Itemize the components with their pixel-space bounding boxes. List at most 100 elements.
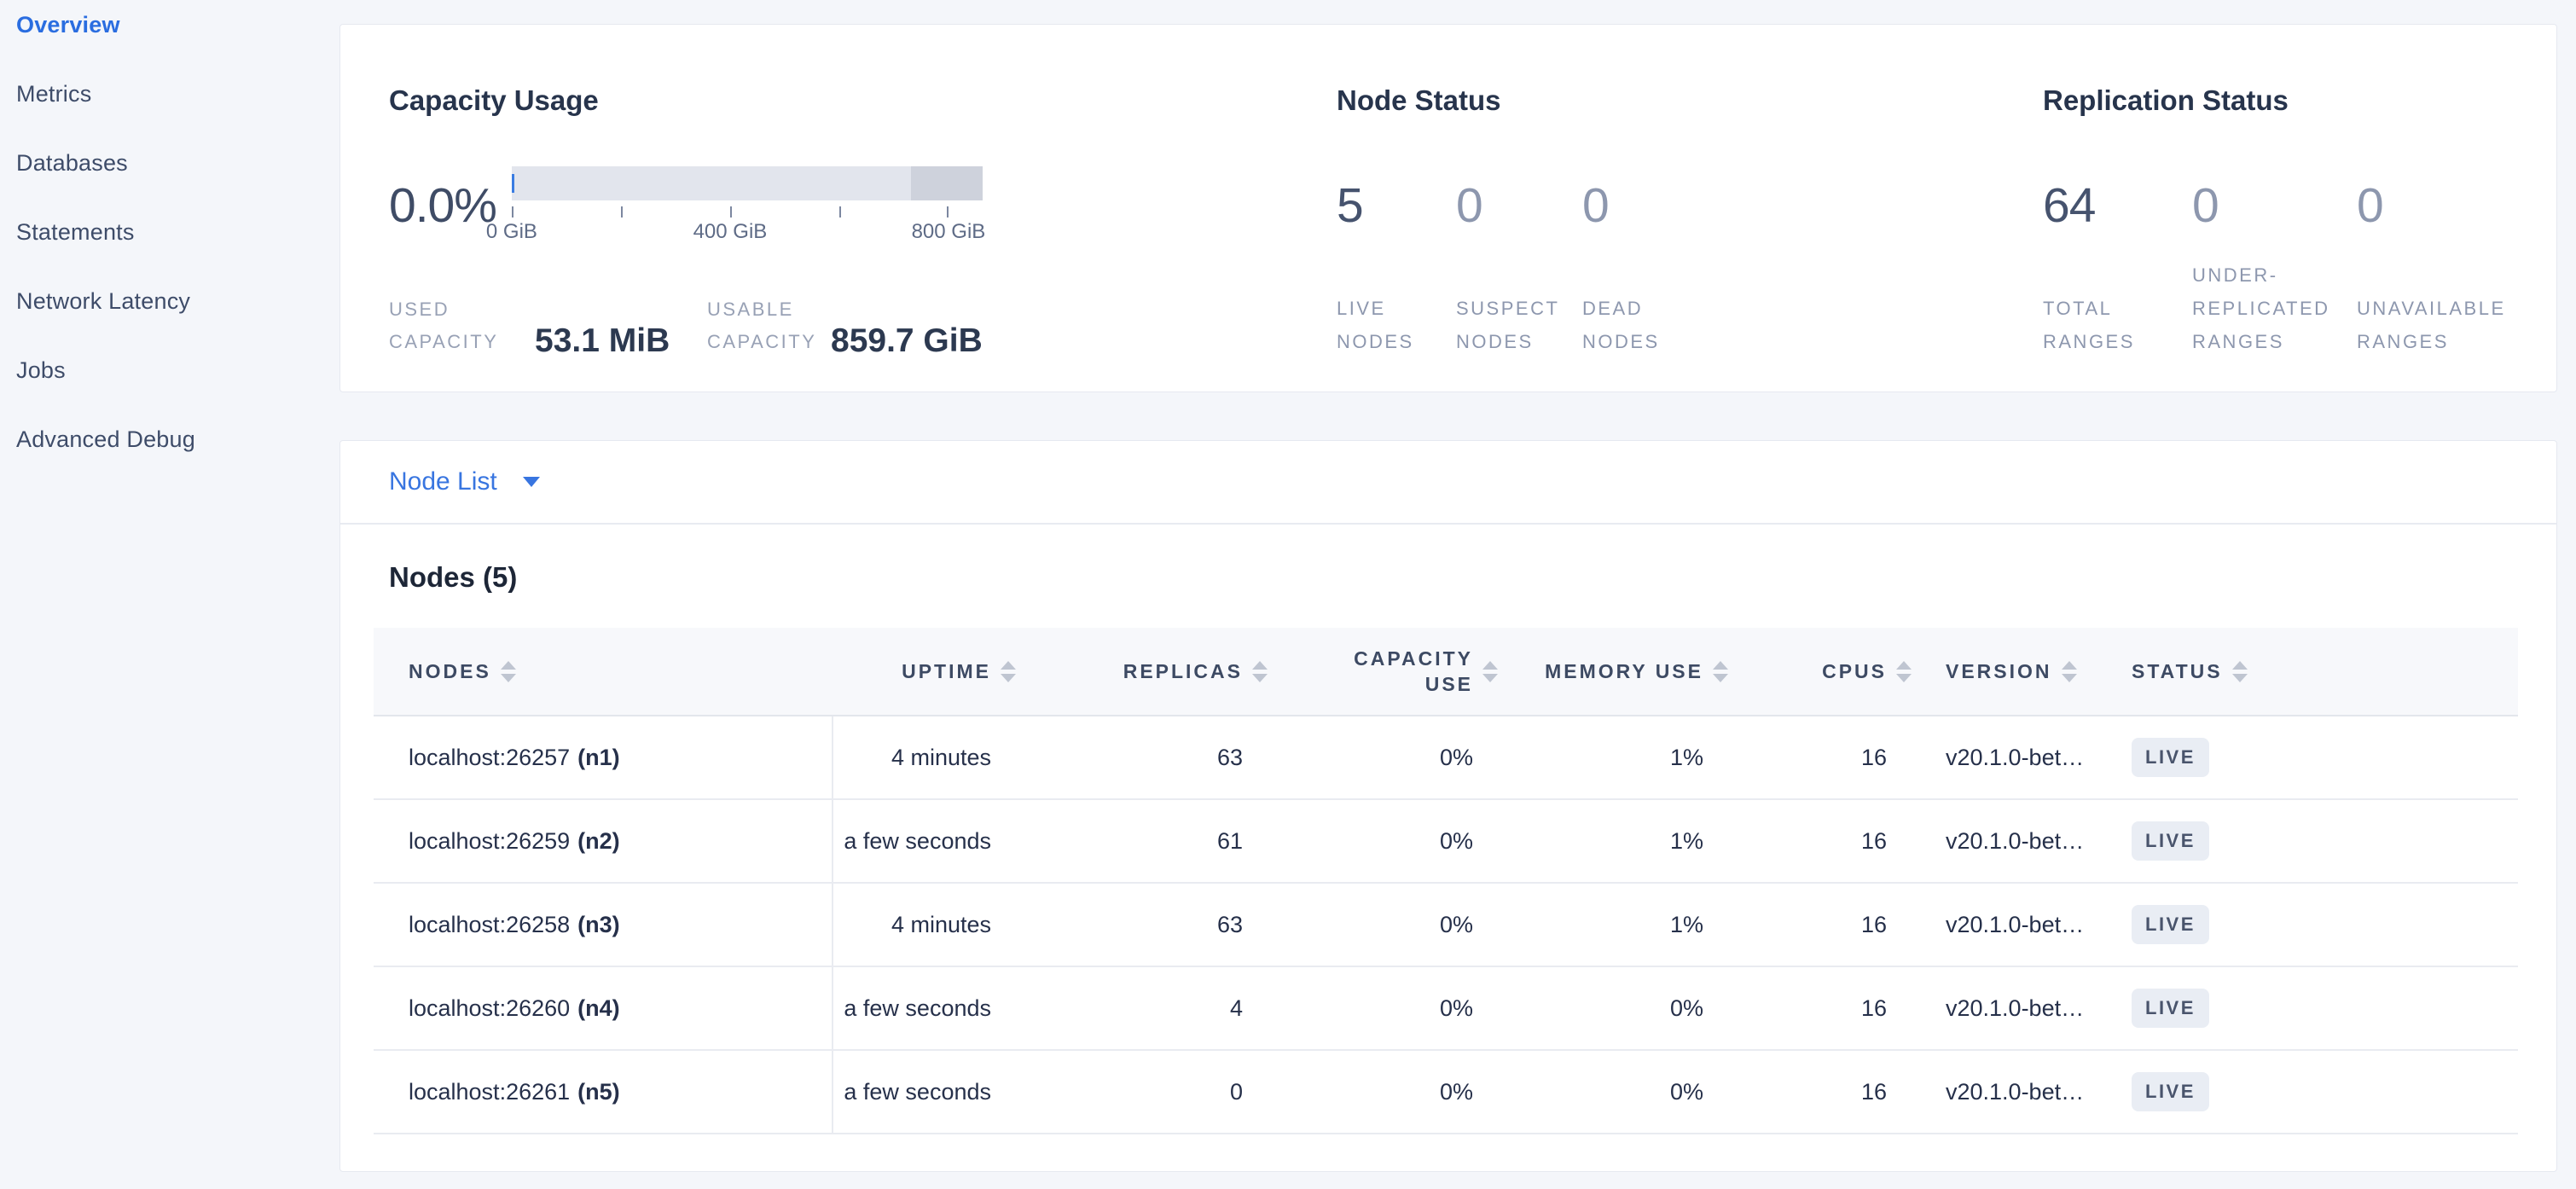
table-row[interactable]: localhost:26258 (n3) 4 minutes 63 0% 1% 1…: [374, 884, 2518, 967]
capacity-axis-labels: 0 GiB 400 GiB 800 GiB: [486, 218, 985, 244]
usable-capacity-value: 859.7 GiB: [831, 322, 983, 359]
memory-use-cell: 1%: [1669, 744, 1703, 770]
replicas-cell: 63: [1216, 911, 1243, 937]
nodes-table: NODES UPTIME REPLICAS CAPACITY USE MEMOR…: [374, 628, 2518, 1134]
node-address-cell[interactable]: localhost:26257 (n1): [409, 744, 620, 770]
cpus-cell: 16: [1860, 1078, 1887, 1105]
node-list-selector-label: Node List: [389, 467, 497, 496]
node-address-cell[interactable]: localhost:26261 (n5): [409, 1078, 620, 1105]
capacity-gauge: 0 GiB 400 GiB 800 GiB: [486, 166, 985, 244]
status-badge: LIVE: [2132, 905, 2209, 944]
column-header-uptime[interactable]: UPTIME: [832, 628, 1016, 715]
sidebar-item-statements[interactable]: Statements: [16, 219, 135, 245]
column-header-cpus[interactable]: CPUS: [1728, 628, 1912, 715]
cluster-summary-card: Capacity Usage 0.0% 0 GiB 400 GiB 800 Gi…: [339, 24, 2557, 392]
capacity-use-cell: 0%: [1439, 827, 1473, 854]
status-cell: LIVE: [2103, 716, 2518, 798]
capacity-use-cell: 0%: [1439, 1078, 1473, 1105]
table-row[interactable]: localhost:26257 (n1) 4 minutes 63 0% 1% 1…: [374, 716, 2518, 800]
capacity-bar-used: [511, 174, 514, 193]
sort-icon[interactable]: [2231, 660, 2248, 682]
version-cell: v20.1.0-bet…: [1946, 911, 2085, 937]
axis-tick-label: 800 GiB: [911, 220, 986, 243]
under-replicated-ranges-label: UNDER-REPLICATED RANGES: [2192, 264, 2330, 352]
table-row[interactable]: localhost:26260 (n4) a few seconds 4 0% 0…: [374, 967, 2518, 1051]
live-nodes-count: 5: [1337, 177, 1364, 233]
replicas-cell: 4: [1229, 995, 1243, 1021]
version-cell: v20.1.0-bet…: [1946, 827, 2085, 854]
capacity-use-cell: 0%: [1439, 744, 1473, 770]
dead-nodes-label: DEAD NODES: [1582, 298, 1660, 352]
replicas-cell: 61: [1216, 827, 1243, 854]
nodes-table-header: NODES UPTIME REPLICAS CAPACITY USE MEMOR…: [374, 628, 2518, 716]
uptime-cell: a few seconds: [832, 967, 1016, 1049]
cpus-cell: 16: [1860, 744, 1887, 770]
suspect-nodes-count: 0: [1456, 177, 1483, 233]
sidebar-item-network-latency[interactable]: Network Latency: [16, 288, 191, 314]
total-ranges-label: TOTAL RANGES: [2043, 298, 2135, 352]
status-cell: LIVE: [2103, 884, 2518, 966]
sidebar-item-overview[interactable]: Overview: [16, 12, 120, 38]
node-list-card: Node List Nodes (5) NODES UPTIME REPLICA…: [339, 440, 2557, 1172]
sidebar: Overview Metrics Databases Statements Ne…: [0, 0, 339, 496]
cpus-cell: 16: [1860, 911, 1887, 937]
replication-status-section: Replication Status 64 0 0 TOTAL RANGES U…: [2043, 25, 2556, 392]
memory-use-cell: 1%: [1669, 911, 1703, 937]
replication-status-title: Replication Status: [2043, 84, 2289, 116]
capacity-use-cell: 0%: [1439, 995, 1473, 1021]
column-header-nodes[interactable]: NODES: [374, 628, 832, 715]
nodes-table-title: Nodes (5): [389, 561, 518, 593]
sort-icon[interactable]: [500, 660, 516, 682]
under-replicated-ranges-count: 0: [2192, 177, 2219, 233]
sidebar-item-databases[interactable]: Databases: [16, 150, 128, 176]
table-row[interactable]: localhost:26259 (n2) a few seconds 61 0% …: [374, 800, 2518, 884]
total-ranges-count: 64: [2043, 177, 2096, 233]
node-address-cell[interactable]: localhost:26260 (n4): [409, 995, 620, 1021]
uptime-cell: 4 minutes: [832, 884, 1016, 966]
version-cell: v20.1.0-bet…: [1946, 995, 2085, 1021]
uptime-cell: a few seconds: [832, 1051, 1016, 1133]
sort-icon[interactable]: [1482, 660, 1498, 682]
live-nodes-label: LIVE NODES: [1337, 298, 1414, 352]
column-header-version[interactable]: VERSION: [1912, 628, 2103, 715]
capacity-usage-section: Capacity Usage 0.0% 0 GiB 400 GiB 800 Gi…: [389, 25, 1337, 392]
node-status-title: Node Status: [1337, 84, 1501, 116]
status-badge: LIVE: [2132, 738, 2209, 777]
column-header-status[interactable]: STATUS: [2103, 628, 2518, 715]
dead-nodes-count: 0: [1582, 177, 1610, 233]
memory-use-cell: 1%: [1669, 827, 1703, 854]
sort-icon[interactable]: [1252, 660, 1268, 682]
unavailable-ranges-count: 0: [2357, 177, 2384, 233]
sidebar-item-metrics[interactable]: Metrics: [16, 81, 92, 107]
node-list-selector[interactable]: Node List: [340, 441, 2556, 523]
capacity-bar-remainder: [910, 166, 983, 200]
capacity-use-cell: 0%: [1439, 911, 1473, 937]
node-address-cell[interactable]: localhost:26258 (n3): [409, 911, 620, 937]
axis-tick-label: 400 GiB: [693, 220, 768, 243]
sort-icon[interactable]: [1896, 660, 1912, 682]
usable-capacity-label: USABLE CAPACITY: [707, 299, 817, 352]
used-capacity-value: 53.1 MiB: [535, 322, 670, 359]
capacity-axis: [511, 205, 949, 218]
capacity-bar: [511, 166, 983, 200]
sort-icon[interactable]: [2061, 660, 2077, 682]
status-badge: LIVE: [2132, 1072, 2209, 1111]
cpus-cell: 16: [1860, 995, 1887, 1021]
unavailable-ranges-label: UNAVAILABLE RANGES: [2357, 298, 2506, 352]
table-row[interactable]: localhost:26261 (n5) a few seconds 0 0% 0…: [374, 1051, 2518, 1134]
memory-use-cell: 0%: [1669, 995, 1703, 1021]
sort-icon[interactable]: [1713, 660, 1728, 682]
sidebar-item-advanced-debug[interactable]: Advanced Debug: [16, 426, 195, 452]
uptime-cell: 4 minutes: [832, 716, 1016, 798]
status-badge: LIVE: [2132, 821, 2209, 861]
suspect-nodes-label: SUSPECT NODES: [1456, 298, 1560, 352]
column-header-replicas[interactable]: REPLICAS: [1016, 628, 1268, 715]
node-address-cell[interactable]: localhost:26259 (n2): [409, 827, 620, 854]
column-header-capacity-use[interactable]: CAPACITY USE: [1268, 628, 1498, 715]
sidebar-item-jobs[interactable]: Jobs: [16, 357, 66, 383]
uptime-cell: a few seconds: [832, 800, 1016, 882]
sort-icon[interactable]: [1001, 660, 1016, 682]
status-cell: LIVE: [2103, 1051, 2518, 1133]
column-header-memory-use[interactable]: MEMORY USE: [1498, 628, 1728, 715]
